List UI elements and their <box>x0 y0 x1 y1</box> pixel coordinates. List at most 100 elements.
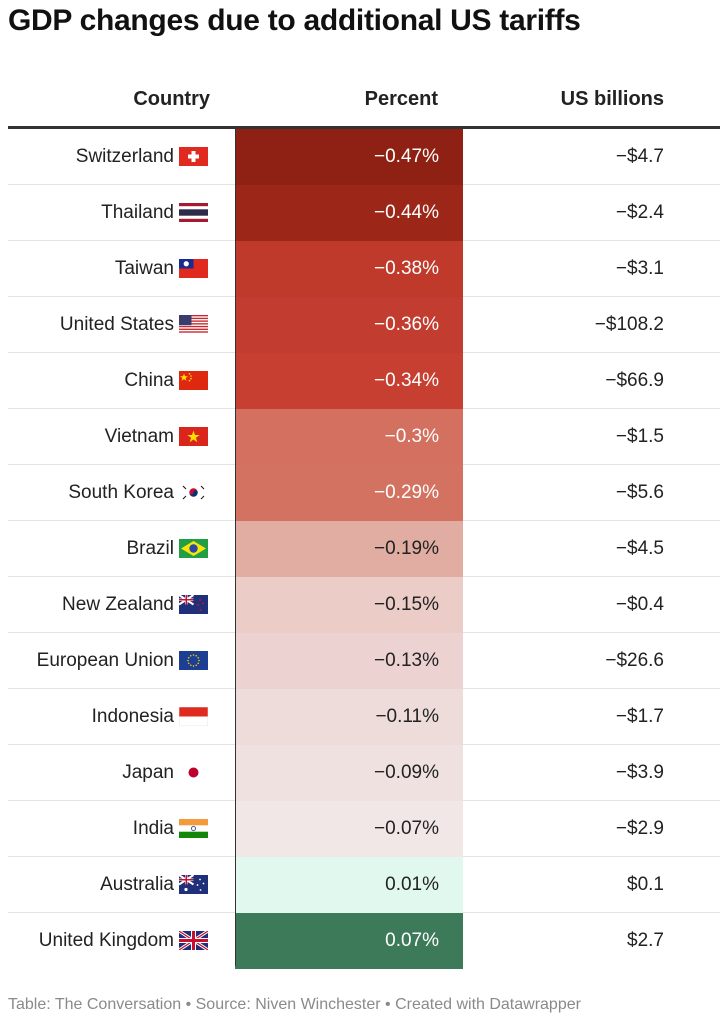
country-name: China <box>124 369 174 391</box>
percent-heat-cell: −0.09% <box>235 745 463 801</box>
united-kingdom-flag-icon <box>178 929 209 952</box>
percent-heat-cell: −0.15% <box>235 577 463 633</box>
australia-flag-icon <box>178 874 208 894</box>
us-billions-value: $0.1 <box>627 874 664 895</box>
table-row: Taiwan −0.38% −$3.1 <box>8 241 720 297</box>
percent-heat-cell: −0.38% <box>235 241 463 297</box>
country-cell: Taiwan <box>115 241 208 296</box>
us-billions-value: $2.7 <box>627 930 664 951</box>
percent-value: −0.19% <box>374 538 439 559</box>
country-name: New Zealand <box>62 593 174 615</box>
percent-value: −0.13% <box>374 650 439 671</box>
country-cell: Thailand <box>101 185 208 240</box>
percent-value: −0.11% <box>375 706 439 727</box>
percent-heat-cell: −0.13% <box>235 633 463 689</box>
country-cell: Indonesia <box>91 689 209 744</box>
percent-heat-cell: −0.34% <box>235 353 463 409</box>
table-row: New Zealand −0.15% −$0.4 <box>8 577 720 633</box>
footer-credits: Table: The Conversation • Source: Niven … <box>8 996 581 1013</box>
percent-heat-cell: −0.29% <box>235 465 463 521</box>
column-header-us-billions[interactable]: US billions <box>560 88 664 110</box>
table-row: United States −0.36% −$108.2 <box>8 297 720 353</box>
indonesia-flag-icon <box>178 706 209 727</box>
table-header: Country Percent US billions <box>8 86 720 126</box>
percent-value: −0.09% <box>374 762 439 783</box>
european-union-flag-icon <box>179 651 208 670</box>
percent-value: −0.47% <box>374 146 439 167</box>
table-row: Japan −0.09% −$3.9 <box>8 745 720 801</box>
percent-value: 0.01% <box>385 874 439 895</box>
country-name: Japan <box>122 761 174 783</box>
percent-value: −0.15% <box>374 594 439 615</box>
us-billions-value: −$2.9 <box>615 818 664 839</box>
table-row: India −0.07% −$2.9 <box>8 801 720 857</box>
table-row: Australia 0.01% $0.1 <box>8 857 720 913</box>
country-cell: Brazil <box>126 521 208 576</box>
country-name: Brazil <box>126 537 174 559</box>
table-row: Thailand −0.44% −$2.4 <box>8 185 720 241</box>
country-name: South Korea <box>68 481 174 503</box>
country-name: Thailand <box>101 201 174 223</box>
percent-value: −0.36% <box>374 314 439 335</box>
us-billions-value: −$4.5 <box>615 538 664 559</box>
country-cell: Vietnam <box>105 409 208 464</box>
vietnam-flag-icon <box>179 427 208 446</box>
country-name: United Kingdom <box>38 929 174 951</box>
table-row: Vietnam −0.3% −$1.5 <box>8 409 720 465</box>
percent-value: 0.07% <box>385 930 439 951</box>
us-billions-value: −$3.9 <box>615 762 664 783</box>
table-row: Brazil −0.19% −$4.5 <box>8 521 720 577</box>
country-cell: India <box>133 801 208 856</box>
us-billions-value: −$4.7 <box>615 146 664 167</box>
china-flag-icon <box>179 371 208 390</box>
us-billions-value: −$2.4 <box>615 202 664 223</box>
us-billions-value: −$108.2 <box>594 314 664 335</box>
country-name: Indonesia <box>91 705 174 727</box>
country-cell: South Korea <box>68 465 208 520</box>
country-cell: United States <box>60 297 208 352</box>
percent-value: −0.3% <box>384 426 439 447</box>
percent-heat-cell: −0.07% <box>235 801 463 857</box>
country-cell: European Union <box>37 633 208 688</box>
percent-heat-cell: −0.47% <box>235 129 463 185</box>
country-name: Taiwan <box>114 257 174 279</box>
country-cell: United Kingdom <box>38 913 209 968</box>
brazil-flag-icon <box>179 539 208 558</box>
us-billions-value: −$3.1 <box>615 258 664 279</box>
us-billions-value: −$66.9 <box>605 370 664 391</box>
us-billions-value: −$1.7 <box>615 706 664 727</box>
percent-heat-cell: −0.44% <box>235 185 463 241</box>
country-name: Switzerland <box>75 145 174 167</box>
table-row: South Korea −0.29% −$5.6 <box>8 465 720 521</box>
table-row: United Kingdom 0.07% $2.7 <box>8 913 720 969</box>
percent-heat-cell: −0.36% <box>235 297 463 353</box>
percent-heat-cell: −0.3% <box>235 409 463 465</box>
percent-heat-cell: 0.01% <box>235 857 463 913</box>
percent-heat-cell: 0.07% <box>235 913 463 969</box>
country-name: European Union <box>36 649 174 671</box>
percent-value: −0.38% <box>374 258 439 279</box>
country-name: United States <box>59 313 174 335</box>
us-billions-value: −$26.6 <box>605 650 664 671</box>
chart-title: GDP changes due to additional US tariffs <box>8 4 581 37</box>
header-rule <box>8 126 720 129</box>
taiwan-flag-icon <box>179 259 208 278</box>
country-name: India <box>132 817 174 839</box>
country-cell: New Zealand <box>62 577 208 632</box>
switzerland-flag-icon <box>179 147 208 166</box>
column-divider <box>235 129 236 966</box>
table-row: European Union −0.13% −$26.6 <box>8 633 720 689</box>
percent-heat-cell: −0.19% <box>235 521 463 577</box>
new-zealand-flag-icon <box>178 594 208 614</box>
thailand-flag-icon <box>179 203 208 222</box>
us-billions-value: −$0.4 <box>615 594 664 615</box>
percent-value: −0.29% <box>374 482 439 503</box>
column-header-country[interactable]: Country <box>133 88 210 110</box>
japan-flag-icon <box>179 763 208 782</box>
table-row: Indonesia −0.11% −$1.7 <box>8 689 720 745</box>
country-name: Vietnam <box>104 425 174 447</box>
column-header-percent[interactable]: Percent <box>364 88 438 110</box>
country-cell: Switzerland <box>76 129 208 184</box>
us-billions-value: −$5.6 <box>615 482 664 503</box>
percent-heat-cell: −0.11% <box>235 689 463 745</box>
